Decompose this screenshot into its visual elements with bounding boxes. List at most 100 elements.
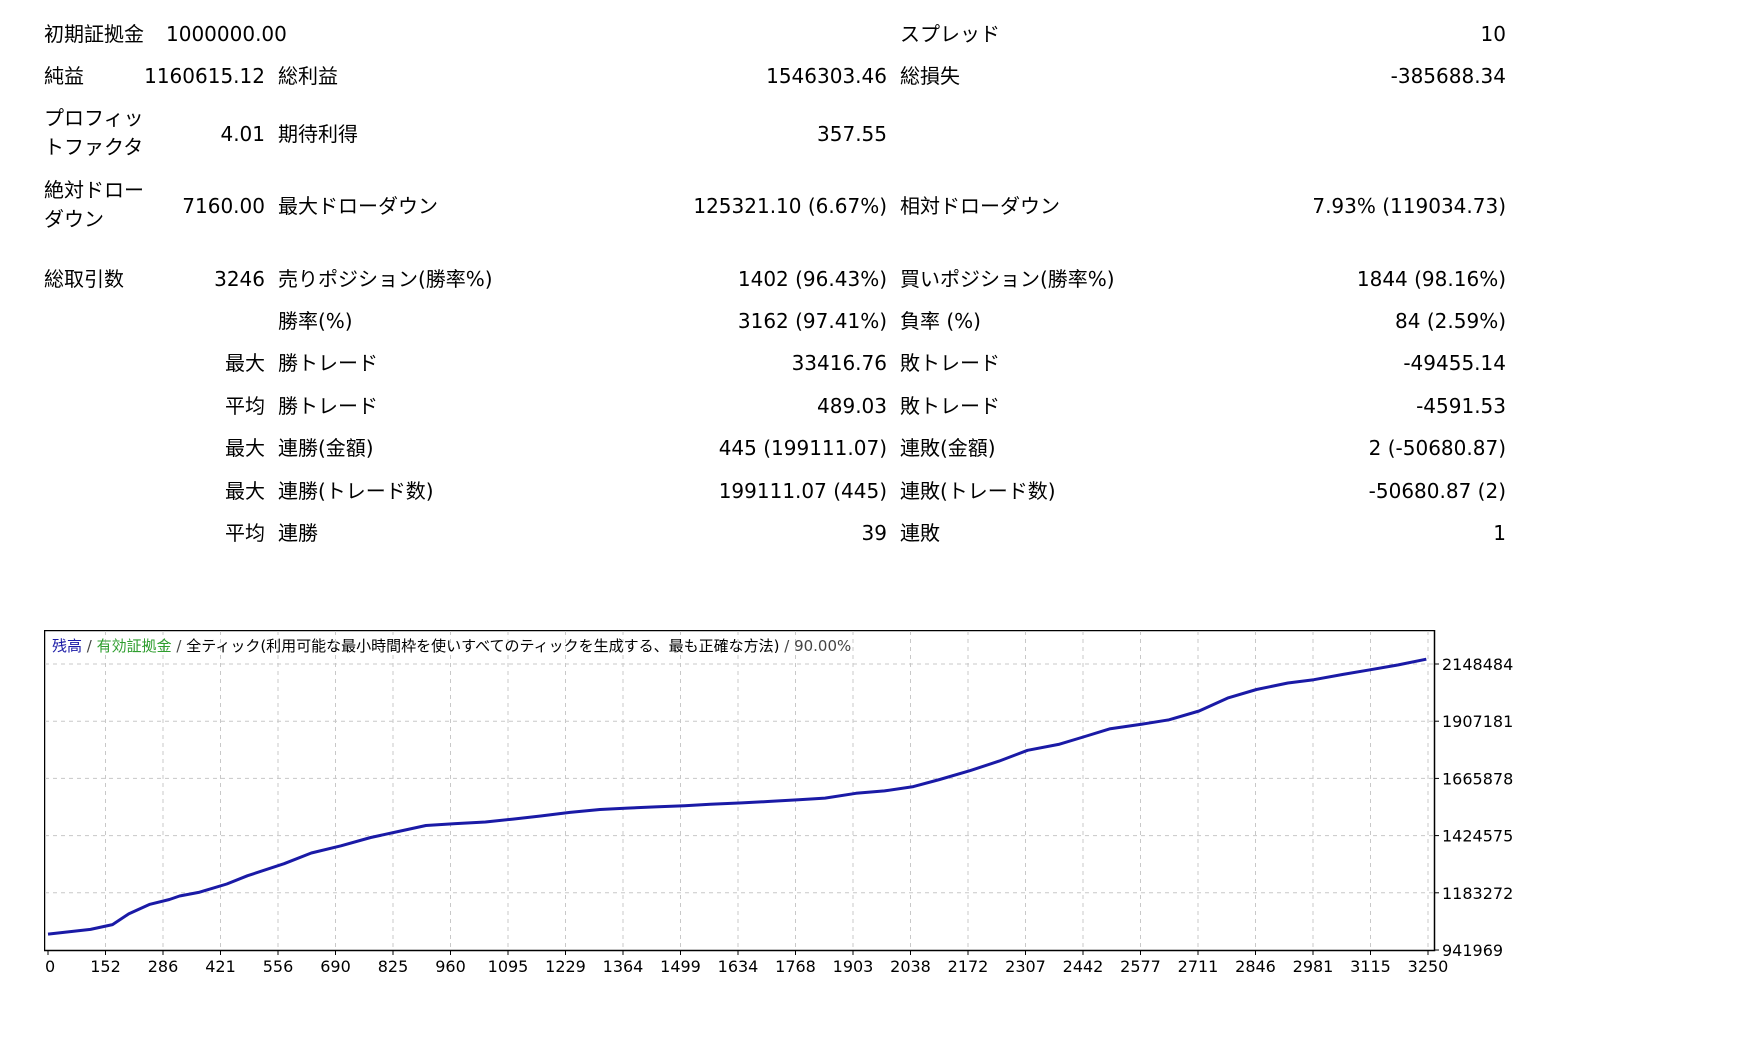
avg-consec-wins-value: 39 [861,521,887,545]
gross-profit-label: 総利益 [278,64,338,88]
profit-factor-label-line2: トファクタ [44,135,144,159]
x-tick-label: 1903 [833,957,874,976]
expected-payoff-value: 357.55 [817,122,887,146]
avg-consec-prefix: 平均 [225,521,265,545]
gross-profit-value: 1546303.46 [766,64,887,88]
relative-drawdown-label: 相対ドローダウン [900,194,1060,218]
x-tick-label: 421 [205,957,236,976]
max-consec-wins-amount-value: 445 (199111.07) [718,436,887,460]
x-tick-label: 2846 [1235,957,1276,976]
legend-quality: 90.00% [794,637,851,655]
absolute-drawdown-label-line2: ダウン [44,207,104,231]
avg-consec-losses-value: 1 [1493,521,1506,545]
average-loss-label: 敗トレード [900,394,1000,418]
x-tick-label: 556 [263,957,294,976]
gross-loss-value: -385688.34 [1390,64,1506,88]
legend-separator: / [779,637,794,655]
net-profit-value: 1160615.12 [144,64,265,88]
balance-line [47,657,1427,936]
spread-label: スプレッド [900,22,1000,46]
max-consec-losses-amount-value: 2 (-50680.87) [1368,436,1506,460]
x-tick-label: 1364 [603,957,644,976]
x-tick-label: 1229 [545,957,586,976]
legend-separator: / [82,637,97,655]
expected-payoff-label: 期待利得 [278,122,358,146]
x-tick-label: 690 [320,957,351,976]
y-tick-label: 1424575 [1442,827,1513,846]
average-prefix: 平均 [225,394,265,418]
profit-factor-value: 4.01 [220,122,265,146]
max-consec-losses-count-label: 連敗(トレード数) [900,479,1056,503]
win-rate-label: 勝率(%) [278,309,353,333]
profit-factor-label-line1: プロフィッ [44,106,144,130]
y-tick-label: 2148484 [1442,655,1513,674]
chart-grid [45,631,1434,950]
max-consec-wins-count-label: 連勝(トレード数) [278,479,434,503]
loss-rate-value: 84 (2.59%) [1395,309,1506,333]
chart-plot-frame [44,630,1436,952]
x-tick-label: 286 [148,957,179,976]
balance-equity-chart: 残高 / 有効証拠金 / 全ティック(利用可能な最小時間枠を使いすべてのティック… [44,630,1513,976]
x-tick-label: 825 [378,957,409,976]
maximal-drawdown-label: 最大ドローダウン [278,194,438,218]
short-positions-value: 1402 (96.43%) [737,267,887,291]
chart-x-axis: 0 152 286 421 556 690 825 960 1095 1229 1364 1499 16… [45,950,1448,976]
initial-deposit-value: 1000000.00 [166,22,287,46]
max-consec-losses-count-value: -50680.87 (2) [1368,479,1506,503]
average-win-label: 勝トレード [278,394,378,418]
largest-win-label: 勝トレード [278,351,378,375]
y-tick-label: 1907181 [1442,712,1513,731]
largest-loss-value: -49455.14 [1403,351,1506,375]
x-tick-label: 2442 [1063,957,1104,976]
initial-deposit-label: 初期証拠金 [44,22,144,46]
largest-loss-label: 敗トレード [900,351,1000,375]
maximal-drawdown-value: 125321.10 (6.67%) [693,194,887,218]
y-tick-label: 1183272 [1442,884,1513,903]
x-tick-label: 2711 [1178,957,1219,976]
chart-y-axis: 2148484 1907181 1665878 1424575 1183272 94196… [1434,655,1513,960]
relative-drawdown-value: 7.93% (119034.73) [1312,194,1506,218]
max-consec-losses-amount-label: 連敗(金額) [900,436,996,460]
largest-prefix: 最大 [225,351,265,375]
x-tick-label: 2307 [1005,957,1046,976]
x-tick-label: 2172 [948,957,989,976]
max-consec-count-prefix: 最大 [225,479,265,503]
spread-value: 10 [1480,22,1506,46]
y-tick-label: 1665878 [1442,769,1513,788]
max-consec-wins-count-value: 199111.07 (445) [718,479,887,503]
avg-consec-losses-label: 連敗 [900,521,940,545]
x-tick-label: 1768 [775,957,816,976]
average-loss-value: -4591.53 [1416,394,1506,418]
average-win-value: 489.03 [817,394,887,418]
long-positions-label: 買いポジション(勝率%) [900,267,1115,291]
gross-loss-label: 総損失 [900,64,960,88]
total-trades-label: 総取引数 [44,267,124,291]
short-positions-label: 売りポジション(勝率%) [278,267,493,291]
x-tick-label: 2038 [890,957,931,976]
x-tick-label: 1499 [660,957,701,976]
x-tick-label: 960 [435,957,466,976]
win-rate-value: 3162 (97.41%) [737,309,887,333]
legend-separator: / [172,637,187,655]
x-tick-label: 2577 [1120,957,1161,976]
x-tick-label: 1095 [488,957,529,976]
max-consec-amount-prefix: 最大 [225,436,265,460]
chart-legend: 残高 / 有効証拠金 / 全ティック(利用可能な最小時間枠を使いすべてのティック… [52,637,851,655]
max-consec-wins-amount-label: 連勝(金額) [278,436,374,460]
chart-series [47,657,1427,936]
loss-rate-label: 負率 (%) [900,309,981,333]
legend-equity: 有効証拠金 [97,637,172,655]
absolute-drawdown-label-line1: 絶対ドロー [44,178,144,202]
legend-balance: 残高 [52,637,82,655]
x-tick-label: 3115 [1350,957,1391,976]
largest-win-value: 33416.76 [791,351,887,375]
avg-consec-wins-label: 連勝 [278,521,318,545]
x-tick-label: 0 [45,957,55,976]
net-profit-label: 純益 [44,64,84,88]
x-tick-label: 152 [90,957,121,976]
total-trades-value: 3246 [214,267,265,291]
long-positions-value: 1844 (98.16%) [1356,267,1506,291]
y-tick-label: 941969 [1442,941,1503,960]
x-tick-label: 1634 [718,957,759,976]
absolute-drawdown-value: 7160.00 [182,194,265,218]
